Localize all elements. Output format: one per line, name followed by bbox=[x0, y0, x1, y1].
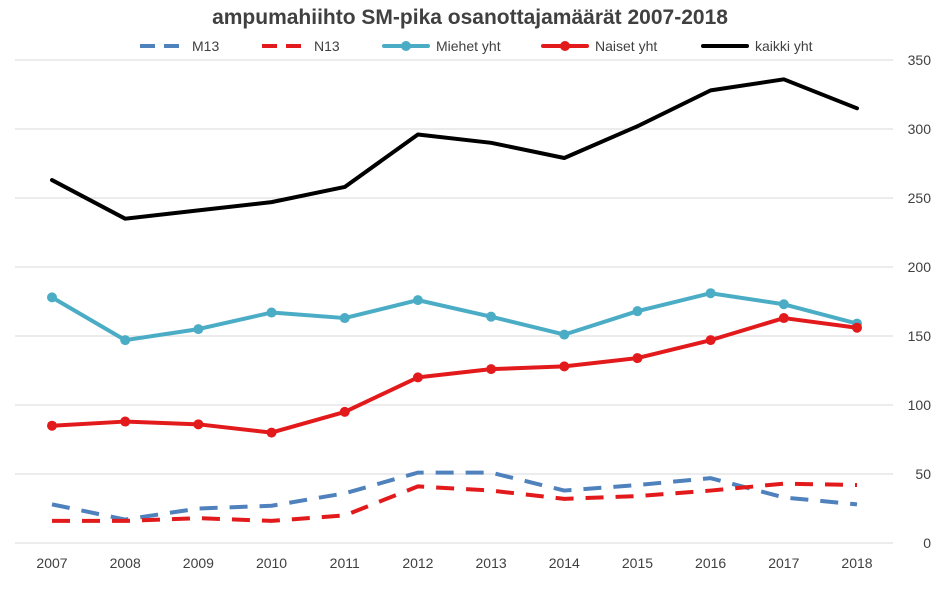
data-point bbox=[778, 313, 789, 324]
series-m13 bbox=[51, 470, 858, 522]
data-point bbox=[266, 427, 277, 438]
x-tick-label: 2013 bbox=[476, 555, 507, 571]
data-point bbox=[339, 406, 350, 417]
legend-label: N13 bbox=[314, 38, 340, 54]
legend-marker bbox=[401, 41, 411, 51]
data-point bbox=[193, 324, 204, 335]
x-tick-label: 2015 bbox=[622, 555, 653, 571]
data-point bbox=[47, 420, 57, 431]
series-naiset-yht bbox=[47, 313, 862, 438]
x-tick-label: 2008 bbox=[110, 555, 141, 571]
y-tick-label: 300 bbox=[908, 121, 932, 137]
data-point bbox=[486, 311, 497, 322]
series-line bbox=[50, 291, 859, 343]
data-point bbox=[266, 307, 277, 318]
series-line bbox=[52, 481, 858, 523]
data-point bbox=[412, 372, 423, 383]
data-point bbox=[412, 295, 423, 306]
series-group bbox=[47, 77, 862, 523]
data-point bbox=[778, 299, 789, 310]
data-point bbox=[705, 335, 716, 346]
x-tick-label: 2012 bbox=[402, 555, 433, 571]
data-point bbox=[852, 322, 862, 333]
data-point bbox=[559, 329, 570, 340]
gridlines bbox=[15, 59, 893, 544]
legend-item: N13 bbox=[262, 38, 340, 54]
data-point bbox=[47, 292, 57, 303]
x-axis: 2007 2008 2009 2010 2011 2012 2013 2014 2015 2016… bbox=[36, 555, 872, 571]
data-point bbox=[120, 335, 131, 346]
series-n13 bbox=[52, 481, 858, 523]
legend-label: Naiset yht bbox=[595, 38, 657, 54]
legend-label: kaikki yht bbox=[755, 38, 813, 54]
legend-marker bbox=[560, 41, 570, 51]
y-tick-label: 350 bbox=[908, 52, 932, 68]
series-miehet-yht bbox=[47, 288, 862, 346]
data-point bbox=[559, 361, 570, 372]
y-tick-label: 200 bbox=[908, 259, 932, 275]
series-line bbox=[50, 316, 859, 435]
series-kaikki-yht bbox=[50, 77, 859, 221]
data-point bbox=[632, 306, 643, 317]
y-tick-label: 250 bbox=[908, 190, 932, 206]
legend-item: kaikki yht bbox=[701, 38, 813, 54]
data-point bbox=[339, 313, 350, 324]
data-point bbox=[705, 288, 716, 299]
x-tick-label: 2007 bbox=[36, 555, 67, 571]
x-tick-label: 2017 bbox=[768, 555, 799, 571]
y-axis: 0 50 100 150 200 250 300 350 bbox=[908, 52, 932, 551]
series-line bbox=[51, 470, 858, 522]
legend-label: M13 bbox=[192, 38, 219, 54]
series-line bbox=[50, 77, 859, 221]
data-point bbox=[193, 419, 204, 430]
x-tick-label: 2011 bbox=[330, 555, 360, 571]
data-point bbox=[486, 364, 497, 375]
y-tick-label: 150 bbox=[908, 328, 932, 344]
chart-title: ampumahiihto SM-pika osanottajamäärät 20… bbox=[212, 6, 728, 29]
x-tick-label: 2018 bbox=[841, 555, 872, 571]
legend-label: Miehet yht bbox=[436, 38, 501, 54]
x-tick-label: 2009 bbox=[183, 555, 214, 571]
y-tick-label: 50 bbox=[915, 466, 931, 482]
y-tick-label: 100 bbox=[908, 397, 932, 413]
data-point bbox=[632, 353, 643, 364]
x-tick-label: 2010 bbox=[256, 555, 287, 571]
x-tick-label: 2016 bbox=[695, 555, 726, 571]
data-point bbox=[120, 416, 131, 427]
legend-item: M13 bbox=[140, 38, 219, 54]
x-tick-label: 2014 bbox=[549, 555, 580, 571]
legend-item: Miehet yht bbox=[382, 38, 501, 54]
legend-item: Naiset yht bbox=[541, 38, 657, 54]
y-tick-label: 0 bbox=[923, 535, 931, 551]
legend: M13 N13 Miehet yht Naiset yht kaikki yht bbox=[140, 38, 813, 54]
